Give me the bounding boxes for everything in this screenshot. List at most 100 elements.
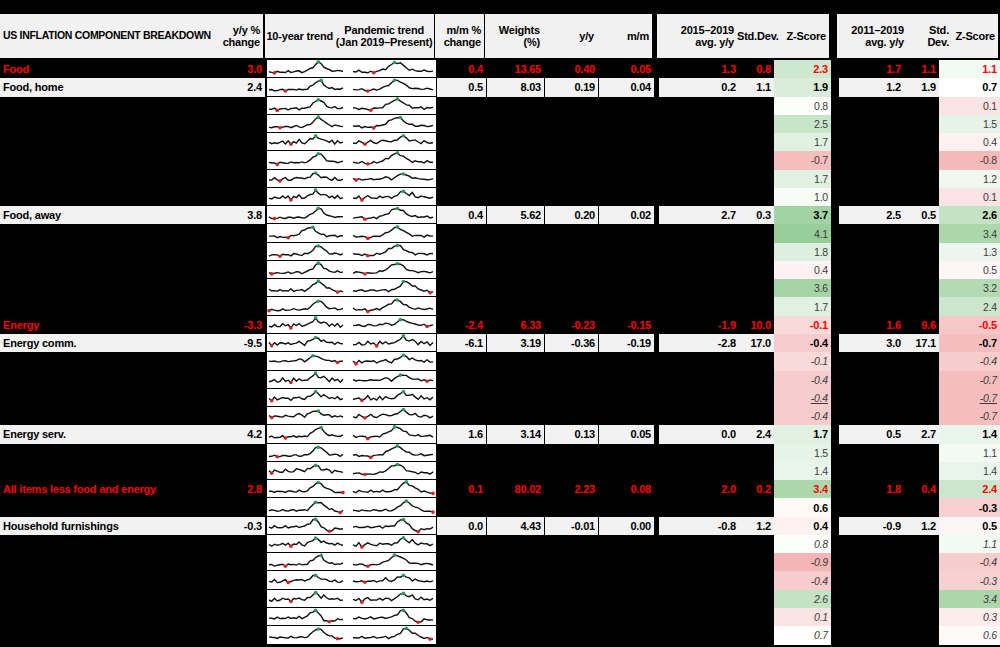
cell-zscore-2015[interactable]: 3.4	[774, 480, 831, 498]
cell-stddev-2015[interactable]	[739, 462, 774, 480]
cell-yoy[interactable]	[545, 151, 599, 169]
cell-yoy[interactable]: 0.19	[545, 78, 599, 96]
sparkline-cell[interactable]	[267, 517, 437, 535]
cell-yoy[interactable]	[545, 590, 599, 608]
table-row-hidden[interactable]: 0.10.3	[0, 608, 1000, 626]
cell-zscore-2015[interactable]: 0.7	[774, 626, 831, 644]
cell-stddev-2011[interactable]	[904, 626, 939, 644]
cell-zscore-2011[interactable]: 1.1	[939, 444, 1000, 462]
cell-zscore-2011[interactable]: 0.5	[939, 517, 1000, 535]
row-label[interactable]	[0, 188, 210, 206]
cell-avg-2011-2019[interactable]	[839, 243, 904, 261]
row-label[interactable]	[0, 115, 210, 133]
cell-stddev-2011[interactable]	[904, 462, 939, 480]
cell-yy-change[interactable]	[210, 115, 265, 133]
cell-stddev-2011[interactable]	[904, 389, 939, 407]
table-row-hidden[interactable]: 1.81.3	[0, 243, 1000, 261]
cell-weight[interactable]: 80.02	[487, 480, 545, 498]
cell-yy-change[interactable]	[210, 389, 265, 407]
cell-zscore-2015[interactable]: 1.4	[774, 462, 831, 480]
cell-mm-change[interactable]	[437, 133, 487, 151]
cell-stddev-2011[interactable]	[904, 371, 939, 389]
cell-zscore-2011[interactable]: 0.6	[939, 626, 1000, 644]
cell-weight[interactable]	[487, 444, 545, 462]
cell-avg-2011-2019[interactable]	[839, 297, 904, 315]
cell-stddev-2015[interactable]	[739, 188, 774, 206]
cell-zscore-2011[interactable]: 1.2	[939, 170, 1000, 188]
cell-avg-2015-2019[interactable]	[659, 297, 739, 315]
cell-yoy[interactable]: -0.01	[545, 517, 599, 535]
cell-yy-change[interactable]	[210, 188, 265, 206]
cell-stddev-2011[interactable]	[904, 261, 939, 279]
cell-zscore-2015[interactable]: 3.7	[774, 206, 831, 224]
row-label[interactable]	[0, 352, 210, 370]
cell-stddev-2015[interactable]	[739, 224, 774, 242]
cell-avg-2015-2019[interactable]	[659, 371, 739, 389]
cell-yy-change[interactable]	[210, 297, 265, 315]
row-label[interactable]	[0, 133, 210, 151]
cell-stddev-2011[interactable]	[904, 297, 939, 315]
cell-mm-change[interactable]	[437, 444, 487, 462]
cell-zscore-2011[interactable]: -0.3	[939, 498, 1000, 516]
cell-stddev-2011[interactable]	[904, 535, 939, 553]
table-row-energy-comm[interactable]: Energy comm.-9.5-6.13.19-0.36-0.19-2.817…	[0, 334, 1000, 352]
cell-yoy[interactable]	[545, 170, 599, 188]
cell-yy-change[interactable]	[210, 571, 265, 589]
cell-stddev-2011[interactable]	[904, 133, 939, 151]
table-row-hidden[interactable]: 1.70.4	[0, 133, 1000, 151]
cell-stddev-2015[interactable]	[739, 151, 774, 169]
cell-avg-2015-2019[interactable]: 1.3	[659, 60, 739, 78]
row-label[interactable]: Energy	[0, 316, 210, 334]
cell-zscore-2015[interactable]: 2.6	[774, 590, 831, 608]
cell-yoy[interactable]	[545, 279, 599, 297]
cell-stddev-2015[interactable]	[739, 371, 774, 389]
cell-mom[interactable]: 0.05	[599, 425, 654, 443]
cell-zscore-2011[interactable]: -0.3	[939, 571, 1000, 589]
sparkline-cell[interactable]	[267, 498, 437, 516]
cell-zscore-2011[interactable]: 2.4	[939, 480, 1000, 498]
cell-yy-change[interactable]: -0.3	[210, 517, 265, 535]
cell-avg-2011-2019[interactable]	[839, 151, 904, 169]
cell-mm-change[interactable]: 0.4	[437, 60, 487, 78]
cell-yy-change[interactable]	[210, 608, 265, 626]
cell-stddev-2015[interactable]	[739, 243, 774, 261]
cell-zscore-2015[interactable]: 0.8	[774, 97, 831, 115]
cell-stddev-2011[interactable]	[904, 571, 939, 589]
row-label[interactable]	[0, 590, 210, 608]
cell-avg-2011-2019[interactable]: 2.5	[839, 206, 904, 224]
cell-mom[interactable]	[599, 407, 654, 425]
cell-mom[interactable]: -0.19	[599, 334, 654, 352]
cell-stddev-2015[interactable]	[739, 389, 774, 407]
table-row-hidden[interactable]: 2.63.4	[0, 590, 1000, 608]
cell-mm-change[interactable]	[437, 297, 487, 315]
cell-stddev-2011[interactable]	[904, 608, 939, 626]
cell-zscore-2015[interactable]: 0.4	[774, 261, 831, 279]
cell-zscore-2011[interactable]: -0.7	[939, 407, 1000, 425]
cell-mm-change[interactable]	[437, 261, 487, 279]
row-label[interactable]	[0, 243, 210, 261]
sparkline-cell[interactable]	[267, 462, 437, 480]
cell-avg-2015-2019[interactable]: -2.8	[659, 334, 739, 352]
cell-stddev-2011[interactable]: 9.6	[904, 316, 939, 334]
sparkline-cell[interactable]	[267, 170, 437, 188]
cell-weight[interactable]: 6.33	[487, 316, 545, 334]
cell-yy-change[interactable]: 4.2	[210, 425, 265, 443]
cell-zscore-2015[interactable]: -0.1	[774, 352, 831, 370]
cell-mom[interactable]	[599, 261, 654, 279]
table-row-hidden[interactable]: -0.4-0.3	[0, 571, 1000, 589]
cell-yy-change[interactable]	[210, 243, 265, 261]
table-row-energy[interactable]: Energy-3.3-2.46.33-0.23-0.15-1.910.0-0.1…	[0, 316, 1000, 334]
cell-zscore-2011[interactable]: 0.5	[939, 261, 1000, 279]
sparkline-cell[interactable]	[267, 97, 437, 115]
cell-stddev-2015[interactable]	[739, 626, 774, 644]
cell-zscore-2015[interactable]: 0.1	[774, 608, 831, 626]
cell-yy-change[interactable]	[210, 498, 265, 516]
cell-weight[interactable]	[487, 188, 545, 206]
cell-zscore-2011[interactable]: 1.4	[939, 462, 1000, 480]
cell-yy-change[interactable]	[210, 133, 265, 151]
cell-mom[interactable]: -0.15	[599, 316, 654, 334]
cell-zscore-2015[interactable]: -0.1	[774, 316, 831, 334]
cell-stddev-2015[interactable]	[739, 535, 774, 553]
cell-zscore-2011[interactable]: -0.7	[939, 389, 1000, 407]
cell-mom[interactable]	[599, 389, 654, 407]
